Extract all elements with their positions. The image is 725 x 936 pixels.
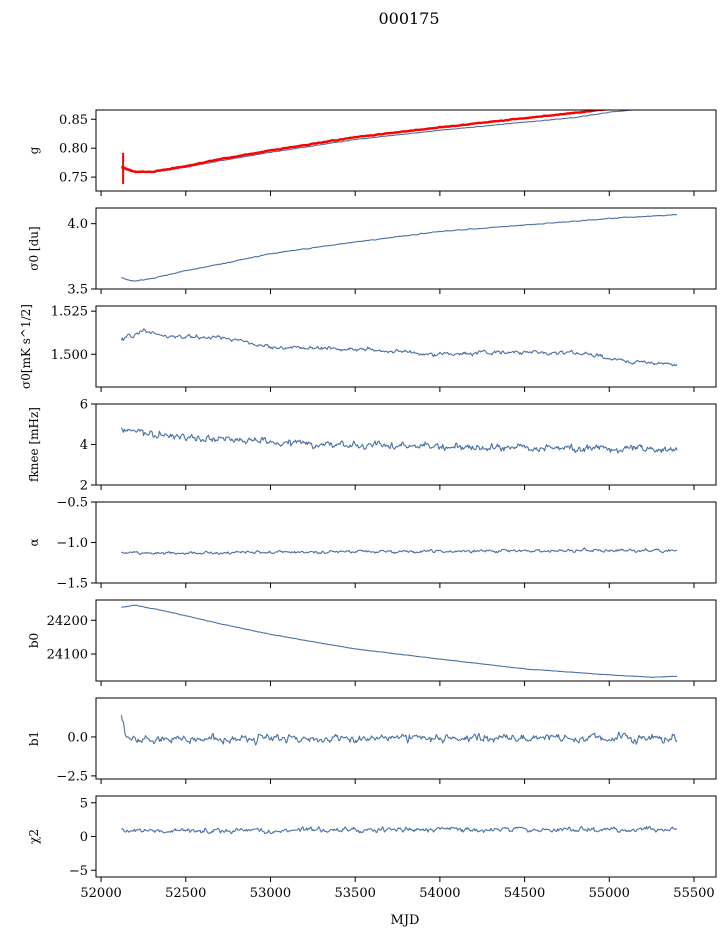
x-tick-label: 54000 [419, 886, 460, 901]
y-tick-label: −1.5 [56, 577, 88, 592]
data-series-line [120, 427, 678, 454]
plot-area-5 [121, 547, 678, 556]
y-tick-label: 0.85 [59, 113, 88, 128]
y-tick-label: 3.5 [67, 283, 88, 298]
panel-5: −1.5 −1.0 −0.5 α [27, 496, 717, 592]
y-tick-label: 2 [80, 479, 88, 494]
panel-1: 0.75 0.80 0.85 g [27, 109, 717, 196]
data-series-line [121, 213, 677, 282]
panel-stack: 0.75 0.80 0.85 g 3.5 4.0 σ0 [du] 1.500 1.525 σ0[m… [19, 109, 717, 901]
plot-area-8 [121, 825, 678, 835]
axes-frame [95, 305, 717, 388]
y-tick-label: 0.75 [59, 171, 88, 186]
axes-frame [95, 207, 717, 290]
panel-6: 24100 24200 b0 [27, 599, 717, 686]
panel-3: 1.500 1.525 σ0[mK s^1/2] [19, 304, 717, 392]
y-axis-label: fknee [mHz] [27, 407, 41, 482]
y-axis-label: g [27, 146, 41, 154]
data-series-line [121, 110, 637, 174]
y-tick-label: −5 [69, 864, 88, 879]
y-axis-label: α [27, 538, 41, 546]
x-tick-label: 54500 [504, 886, 545, 901]
y-axis-label: σ0 [du] [27, 226, 41, 270]
y-tick-label: −0.5 [56, 496, 88, 511]
plot-area-1 [120, 110, 637, 185]
data-series-line [121, 825, 678, 835]
y-axis-label: σ0[mK s^1/2] [19, 304, 33, 389]
plot-area-3 [120, 328, 678, 367]
plot-area-4 [120, 427, 678, 454]
y-tick-label: 24200 [47, 614, 88, 629]
figure-title: 000175 [378, 9, 439, 28]
x-tick-label: 52000 [80, 886, 121, 901]
y-tick-label: 4 [80, 438, 88, 453]
axes-frame [95, 697, 717, 780]
panel-7: −2.5 0.0 b1 [27, 697, 717, 784]
plot-area-7 [120, 715, 678, 746]
fit-series-line [120, 110, 609, 174]
y-tick-label: 1.500 [51, 348, 88, 363]
x-axis-label: MJD [391, 913, 420, 928]
panel-4: 2 4 6 fknee [mHz] [27, 398, 717, 494]
y-tick-label: −1.0 [56, 536, 88, 551]
plot-area-6 [121, 604, 678, 678]
data-series-line [121, 547, 678, 556]
y-tick-label: 0.80 [59, 142, 88, 157]
plot-area-2 [121, 213, 677, 282]
y-tick-label: 0.0 [67, 730, 88, 745]
x-tick-label: 55500 [673, 886, 714, 901]
axes-frame [95, 795, 717, 878]
x-tick-label: 52500 [165, 886, 206, 901]
y-tick-label: −2.5 [56, 769, 88, 784]
axes-frame [95, 599, 717, 682]
y-tick-label: 0 [80, 830, 88, 845]
y-tick-label: 6 [80, 398, 88, 413]
y-axis-label: b1 [27, 731, 41, 746]
data-series-line [120, 715, 678, 746]
y-axis-label: b0 [27, 633, 41, 648]
y-axis-label: χ2 [27, 829, 41, 844]
y-tick-label: 5 [80, 796, 88, 811]
panel-8: −5 0 5 52000 52500 53000 53500 54000 54500 55000 5… [27, 795, 717, 901]
y-tick-label: 4.0 [67, 217, 88, 232]
panel-2: 3.5 4.0 σ0 [du] [27, 207, 717, 298]
axes-frame [95, 109, 717, 192]
y-tick-label: 24100 [47, 648, 88, 663]
data-series-line [121, 604, 678, 678]
x-tick-label: 53000 [250, 886, 291, 901]
y-tick-label: 1.525 [51, 305, 88, 320]
x-tick-label: 55000 [589, 886, 630, 901]
data-series-line [120, 328, 678, 367]
axes-frame [95, 403, 717, 486]
x-tick-label: 53500 [335, 886, 376, 901]
axes-frame [95, 501, 717, 584]
